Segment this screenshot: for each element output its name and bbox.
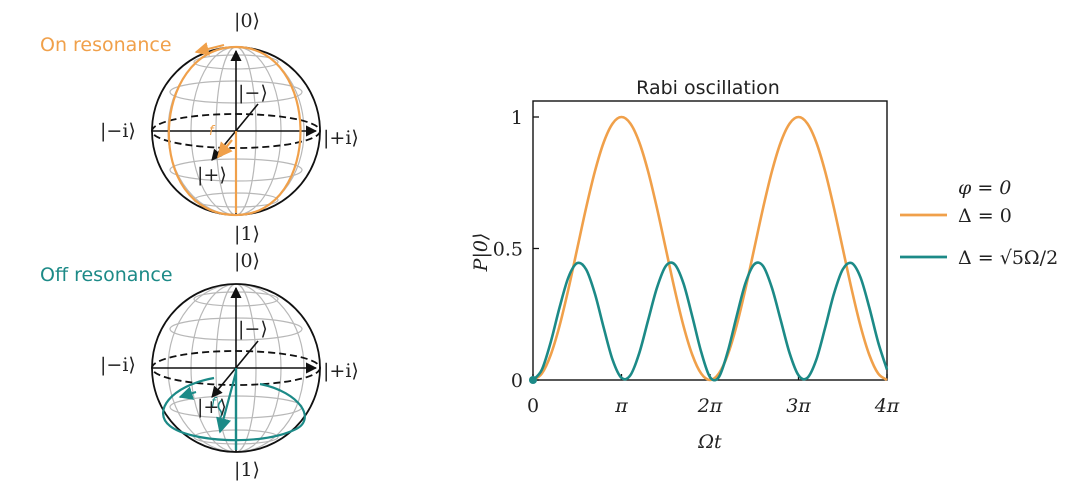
start-point bbox=[529, 376, 537, 384]
legend-header: φ = 0 bbox=[958, 177, 1011, 199]
x-tick-label: π bbox=[614, 395, 628, 417]
series-line-0 bbox=[532, 115, 888, 382]
x-axis-label: Ωt bbox=[697, 431, 722, 453]
bloch-sphere-on-resonance: On resonance f |0⟩ |1⟩ |−i⟩ |+i⟩ |−⟩ |+⟩ bbox=[40, 10, 359, 245]
plot-frame bbox=[532, 100, 888, 381]
ket-plus: |+⟩ bbox=[197, 396, 227, 418]
ket-1: |1⟩ bbox=[234, 459, 260, 481]
precession-trajectory bbox=[162, 376, 306, 442]
field-label: f bbox=[211, 396, 218, 411]
sphere-title-on-resonance: On resonance bbox=[40, 34, 172, 56]
series-layer bbox=[529, 115, 889, 384]
ket-plus: |+⟩ bbox=[197, 164, 227, 186]
field-squiggle bbox=[217, 399, 223, 421]
ket-minus: |−⟩ bbox=[238, 82, 268, 104]
field-vector bbox=[217, 139, 233, 159]
x-tick-label: 2π bbox=[697, 395, 723, 417]
y-tick-label: 0 bbox=[511, 370, 523, 392]
trajectory-arrow bbox=[194, 42, 225, 56]
rabi-chart: Rabi oscillation 0 π 2π 3π 4π 00.51 Ωt P|0⟩ … bbox=[470, 77, 1058, 453]
series-line-1 bbox=[532, 261, 889, 382]
ket-0: |0⟩ bbox=[234, 250, 260, 272]
bloch-sphere-off-resonance: Off resonance f |0⟩ |1⟩ |−i⟩ |+i⟩ |−⟩ |+… bbox=[40, 250, 359, 481]
ket-0: |0⟩ bbox=[234, 10, 260, 32]
y-tick-label: 1 bbox=[511, 107, 523, 129]
ket-minus: |−⟩ bbox=[238, 318, 268, 340]
field-label: f bbox=[209, 124, 216, 139]
x-tick-label: 4π bbox=[874, 395, 900, 417]
ket-minus-i: |−i⟩ bbox=[100, 120, 136, 142]
y-axis-label: P|0⟩ bbox=[470, 233, 492, 273]
y-tick-label: 0.5 bbox=[493, 239, 523, 261]
legend-label-0: Δ = 0 bbox=[958, 205, 1012, 227]
legend-label-1: Δ = √5Ω/2 bbox=[958, 247, 1058, 269]
trajectory-arrow bbox=[178, 386, 197, 400]
x-tick-label: 0 bbox=[527, 395, 539, 417]
chart-title: Rabi oscillation bbox=[636, 77, 780, 99]
ket-minus-i: |−i⟩ bbox=[100, 354, 136, 376]
x-tick-label: 3π bbox=[786, 395, 811, 417]
ket-1: |1⟩ bbox=[234, 223, 260, 245]
rotation-axis-vector bbox=[216, 371, 238, 434]
sphere-title-off-resonance: Off resonance bbox=[40, 264, 173, 286]
rabi-trajectory-on-resonance bbox=[167, 45, 302, 217]
y-ticks: 00.51 bbox=[493, 107, 539, 392]
legend: φ = 0 Δ = 0 Δ = √5Ω/2 bbox=[900, 177, 1058, 269]
ket-plus-i: |+i⟩ bbox=[323, 127, 359, 149]
ket-plus-i: |+i⟩ bbox=[323, 360, 359, 382]
